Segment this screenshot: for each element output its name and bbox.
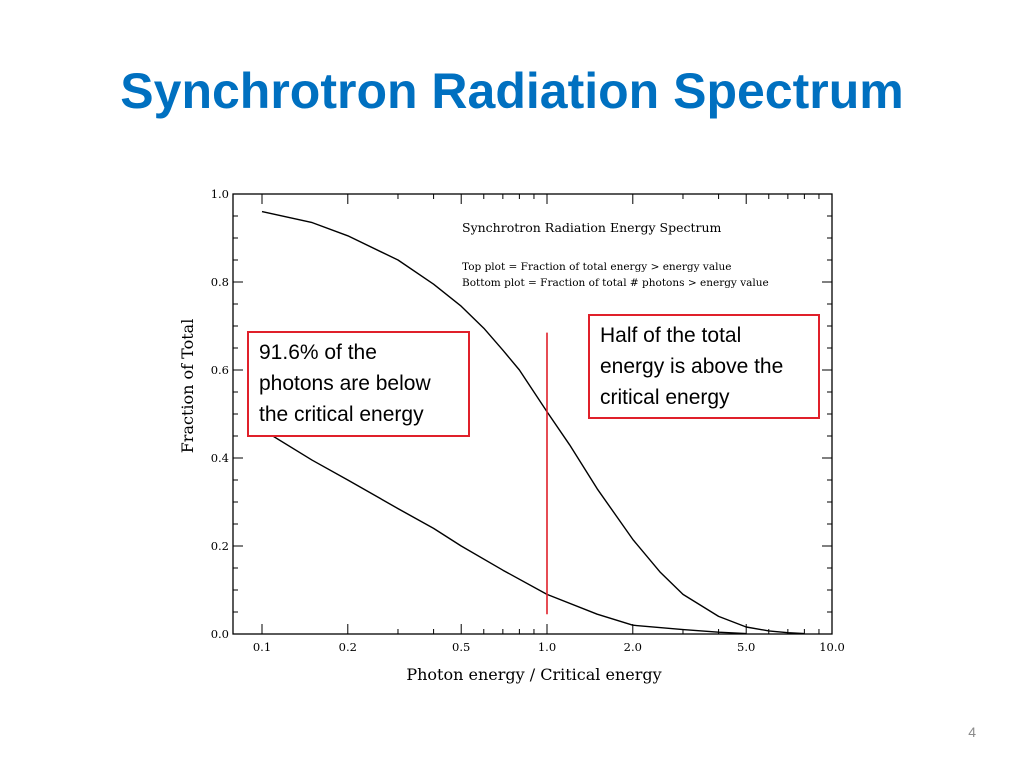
- y-tick-label: 0.8: [211, 275, 229, 289]
- y-axis-label: Fraction of Total: [178, 319, 197, 454]
- callout-photons: 91.6% of the photons are below the criti…: [247, 331, 470, 437]
- y-tick-label: 0.4: [211, 451, 229, 465]
- callout-energy: Half of the total energy is above the cr…: [588, 314, 820, 419]
- y-tick-label: 0.6: [211, 363, 229, 377]
- y-tick-label: 0.0: [211, 627, 229, 641]
- energy-fraction-curve: [261, 210, 805, 635]
- x-tick-label: 1.0: [538, 640, 556, 654]
- y-tick-label: 0.2: [211, 539, 229, 553]
- x-tick-label: 0.2: [339, 640, 357, 654]
- x-tick-label: 0.1: [253, 640, 271, 654]
- x-axis-label: Photon energy / Critical energy: [406, 665, 661, 684]
- axis-ticks: [233, 193, 833, 635]
- page-title: Synchrotron Radiation Spectrum: [120, 63, 904, 119]
- series-group: [261, 210, 805, 635]
- x-tick-label: 0.5: [452, 640, 470, 654]
- annotation-top: Top plot = Fraction of total energy > en…: [462, 261, 731, 273]
- y-tick-label: 1.0: [211, 187, 229, 201]
- x-tick-label: 2.0: [624, 640, 642, 654]
- x-tick-label: 5.0: [737, 640, 755, 654]
- page-number: 4: [968, 724, 976, 740]
- x-tick-label: 10.0: [819, 640, 845, 654]
- y-tick-labels: 0.0 0.2 0.4 0.6 0.8 1.0: [211, 187, 229, 641]
- photon-fraction-curve: [261, 428, 747, 635]
- chart-title: Synchrotron Radiation Energy Spectrum: [462, 220, 722, 235]
- x-tick-labels: 0.1 0.2 0.5 1.0 2.0 5.0 10.0: [253, 640, 845, 654]
- annotation-bottom: Bottom plot = Fraction of total # photon…: [462, 277, 769, 289]
